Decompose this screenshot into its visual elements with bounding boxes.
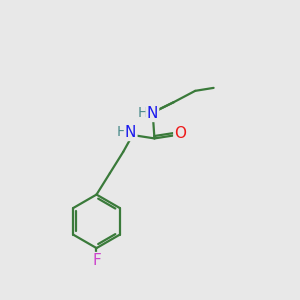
Text: N: N <box>147 106 158 121</box>
Text: N: N <box>125 125 136 140</box>
Text: H: H <box>117 125 127 140</box>
Text: O: O <box>174 127 186 142</box>
Text: F: F <box>92 253 101 268</box>
Text: H: H <box>137 106 148 120</box>
